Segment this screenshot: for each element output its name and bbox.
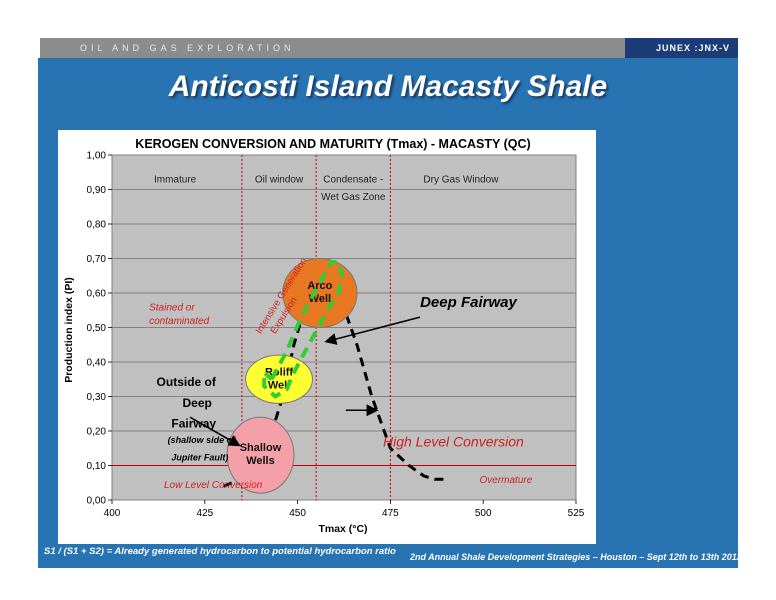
y-tick-label: 0,20 xyxy=(87,427,107,438)
x-tick-label: 500 xyxy=(475,508,492,519)
company-tagline: OIL AND GAS EXPLORATION xyxy=(80,43,295,53)
zone-label: Dry Gas Window xyxy=(423,175,499,186)
chart-annotation: Outside of xyxy=(157,375,217,389)
well-label: Arco xyxy=(307,280,332,292)
annotation-arrow xyxy=(324,316,421,345)
header-bar-dark: JUNEX :JNX-V xyxy=(625,38,738,58)
well-label: Well xyxy=(268,379,290,391)
y-tick-label: 0,10 xyxy=(87,461,107,472)
x-tick-label: 450 xyxy=(289,508,306,519)
chart-title: KEROGEN CONVERSION AND MATURITY (Tmax) -… xyxy=(135,137,530,151)
footer-formula: S1 / (S1 + S2) = Already generated hydro… xyxy=(44,546,396,557)
zone-label: Wet Gas Zone xyxy=(321,192,386,203)
zone-label: Immature xyxy=(154,175,197,186)
x-tick-label: 425 xyxy=(196,508,213,519)
well-label: Wells xyxy=(246,455,275,467)
y-tick-label: 0,60 xyxy=(87,289,107,300)
deep-fairway-outline xyxy=(262,260,345,400)
chart-annotation: Fairway xyxy=(171,417,216,431)
stock-ticker: JUNEX :JNX-V xyxy=(655,43,730,53)
slide-title: Anticosti Island Macasty Shale xyxy=(168,70,608,103)
chart-annotation: Low Level Conversion xyxy=(164,480,263,491)
annotation-arrow xyxy=(189,416,241,447)
y-tick-label: 0,30 xyxy=(87,392,107,403)
y-tick-label: 0,50 xyxy=(87,323,107,334)
well-label: Shallow xyxy=(240,442,282,454)
y-axis-label: Production index (PI) xyxy=(63,277,75,383)
header-bar-gray: OIL AND GAS EXPLORATION xyxy=(40,38,625,58)
chart-annotation: contaminated xyxy=(149,316,209,327)
x-tick-label: 475 xyxy=(382,508,399,519)
chart-annotation: Stained or xyxy=(149,302,195,313)
x-axis-label: Tmax (°C) xyxy=(318,523,367,535)
chart-annotation: Jupiter Fault) xyxy=(171,452,228,462)
kerogen-chart: KEROGEN CONVERSION AND MATURITY (Tmax) -… xyxy=(63,137,585,535)
y-tick-label: 0,00 xyxy=(87,496,107,507)
zone-label: Condensate - xyxy=(323,175,383,186)
x-tick-label: 400 xyxy=(104,508,121,519)
chart-annotation: Overmature xyxy=(479,475,532,486)
y-tick-label: 0,70 xyxy=(87,254,107,265)
chart-annotation: Deep Fairway xyxy=(420,294,517,311)
chart-annotation: Deep xyxy=(183,396,212,410)
well-ellipse xyxy=(226,416,295,494)
footer-event: 2nd Annual Shale Development Strategies … xyxy=(410,552,742,562)
well-ellipse xyxy=(282,258,358,328)
chart-annotation: (shallow side of xyxy=(168,435,237,445)
zone-label: Oil window xyxy=(255,175,304,186)
x-tick-label: 525 xyxy=(568,508,585,519)
y-tick-label: 0,80 xyxy=(87,220,107,231)
y-tick-label: 0,90 xyxy=(87,185,107,196)
header-bar: OIL AND GAS EXPLORATION JUNEX :JNX-V xyxy=(40,38,738,58)
chart-container: KEROGEN CONVERSION AND MATURITY (Tmax) -… xyxy=(58,130,596,544)
y-tick-label: 1,00 xyxy=(87,151,107,162)
y-tick-label: 0,40 xyxy=(87,358,107,369)
plot-layer: 0,00 0,10 0,20 0,30 0,40 0,50 0,60 0,70 0,80 0,90… xyxy=(87,151,585,520)
chart-annotation: High Level Conversion xyxy=(383,434,524,450)
